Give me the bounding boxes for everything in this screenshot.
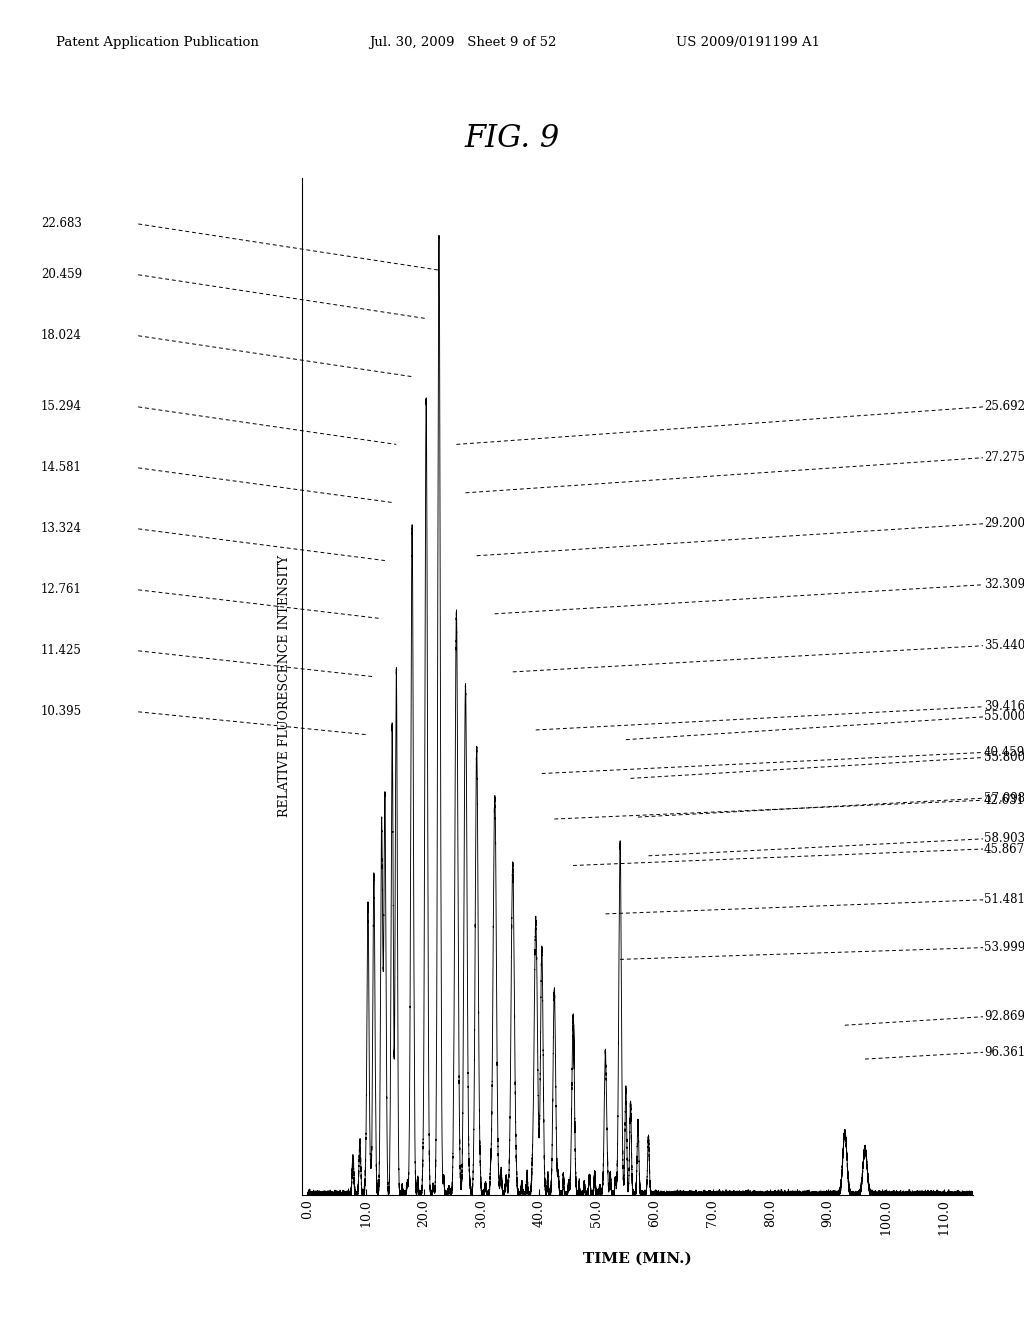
Text: Jul. 30, 2009   Sheet 9 of 52: Jul. 30, 2009 Sheet 9 of 52 <box>369 36 556 49</box>
Text: 13.324: 13.324 <box>41 523 82 536</box>
X-axis label: TIME (MIN.): TIME (MIN.) <box>583 1251 692 1266</box>
Text: 42.631: 42.631 <box>984 793 1024 807</box>
Text: 14.581: 14.581 <box>41 462 82 474</box>
Text: 27.275: 27.275 <box>984 451 1024 465</box>
Text: 57.098: 57.098 <box>984 792 1024 805</box>
Text: 29.200: 29.200 <box>984 517 1024 531</box>
Text: 32.309: 32.309 <box>984 578 1024 591</box>
Text: 25.692: 25.692 <box>984 400 1024 413</box>
Text: 53.999: 53.999 <box>984 941 1024 954</box>
Text: 15.294: 15.294 <box>41 400 82 413</box>
Y-axis label: RELATIVE FLUORESCENCE INTENSITY: RELATIVE FLUORESCENCE INTENSITY <box>278 556 291 817</box>
Text: 35.440: 35.440 <box>984 639 1024 652</box>
Text: 55.800: 55.800 <box>984 751 1024 764</box>
Text: 51.481: 51.481 <box>984 894 1024 907</box>
Text: 39.416: 39.416 <box>984 700 1024 713</box>
Text: FIG. 9: FIG. 9 <box>464 123 560 154</box>
Text: 11.425: 11.425 <box>41 644 82 657</box>
Text: 18.024: 18.024 <box>41 329 82 342</box>
Text: US 2009/0191199 A1: US 2009/0191199 A1 <box>676 36 820 49</box>
Text: 96.361: 96.361 <box>984 1045 1024 1059</box>
Text: 58.903: 58.903 <box>984 833 1024 845</box>
Text: 40.459: 40.459 <box>984 746 1024 759</box>
Text: 22.683: 22.683 <box>41 218 82 231</box>
Text: 10.395: 10.395 <box>41 705 82 718</box>
Text: Patent Application Publication: Patent Application Publication <box>56 36 259 49</box>
Text: 92.869: 92.869 <box>984 1010 1024 1023</box>
Text: 55.000: 55.000 <box>984 710 1024 723</box>
Text: 45.867: 45.867 <box>984 842 1024 855</box>
Text: 12.761: 12.761 <box>41 583 82 597</box>
Text: 20.459: 20.459 <box>41 268 82 281</box>
